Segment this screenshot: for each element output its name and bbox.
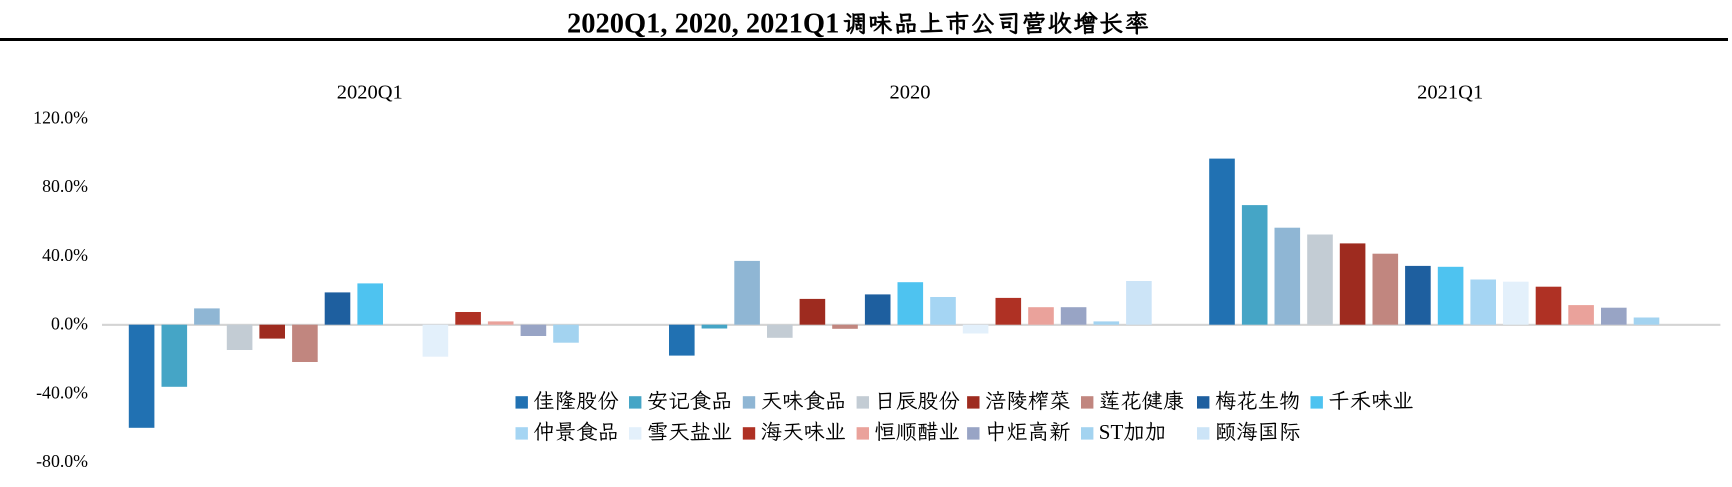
svg-text:120.0%: 120.0% — [33, 107, 88, 127]
svg-text:2020Q1, 2020, 2021Q1: 2020Q1, 2020, 2021Q1 — [567, 9, 839, 40]
svg-text:2020Q1: 2020Q1 — [337, 81, 403, 103]
svg-text:ST: ST — [1099, 420, 1124, 444]
svg-text:0.0%: 0.0% — [51, 314, 88, 334]
svg-text:-40.0%: -40.0% — [36, 383, 88, 403]
svg-text:40.0%: 40.0% — [42, 245, 88, 265]
svg-text:80.0%: 80.0% — [42, 176, 88, 196]
svg-text:-80.0%: -80.0% — [36, 451, 88, 471]
svg-text:2021Q1: 2021Q1 — [1417, 81, 1483, 103]
svg-text:2020: 2020 — [890, 81, 931, 103]
